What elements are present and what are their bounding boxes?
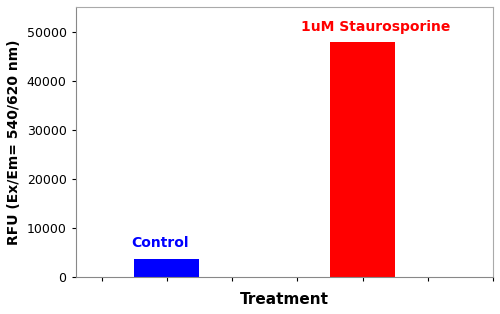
Text: 1uM Staurosporine: 1uM Staurosporine xyxy=(301,20,450,34)
X-axis label: Treatment: Treatment xyxy=(240,292,329,307)
Bar xyxy=(330,42,395,278)
Bar xyxy=(134,259,200,278)
Text: Control: Control xyxy=(132,236,189,251)
Y-axis label: RFU (Ex/Em= 540/620 nm): RFU (Ex/Em= 540/620 nm) xyxy=(7,40,21,245)
